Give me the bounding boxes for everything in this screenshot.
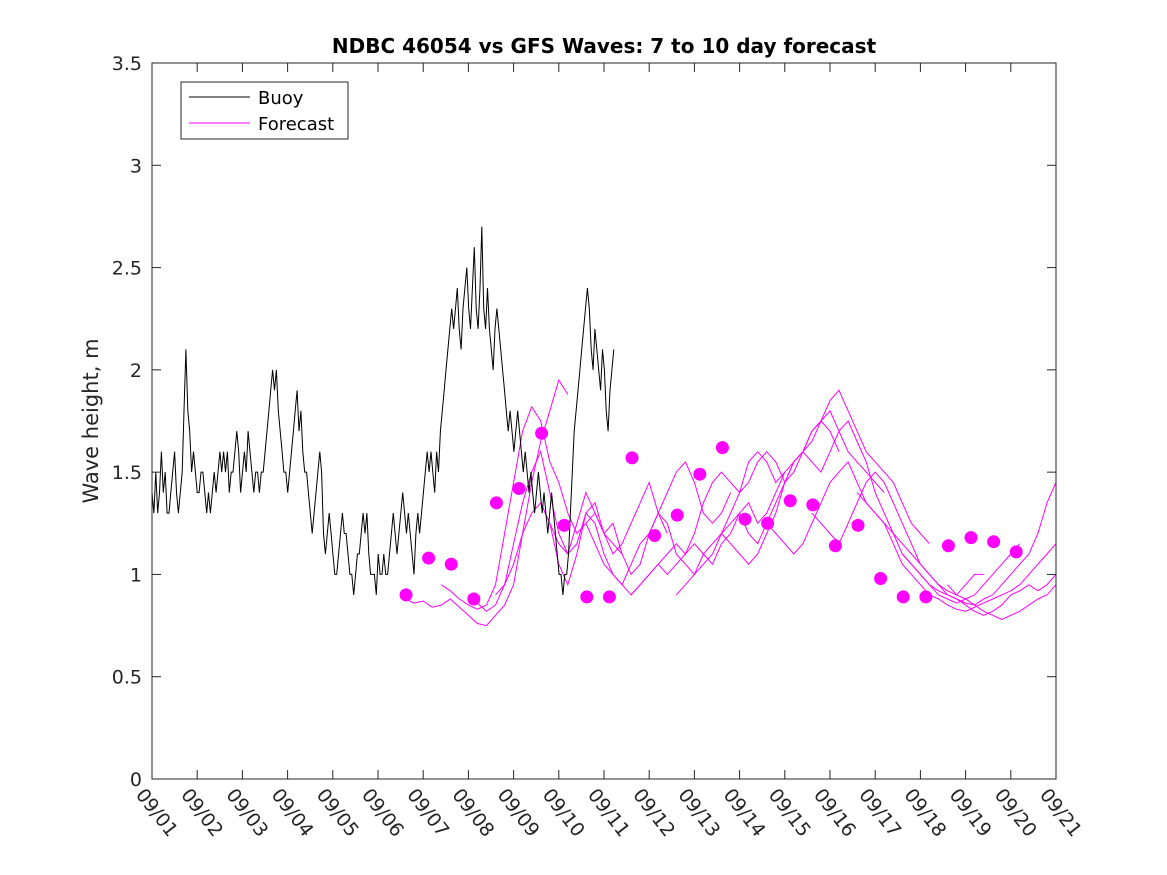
forecast-marker <box>987 535 1001 549</box>
legend-forecast-label: Forecast <box>258 114 334 135</box>
forecast-series <box>811 471 1057 606</box>
chart-title: NDBC 46054 vs GFS Waves: 7 to 10 day for… <box>332 34 877 58</box>
buoy-series <box>151 226 615 595</box>
buoy-line-group <box>151 226 615 595</box>
forecast-markers <box>399 426 1023 606</box>
forecast-marker <box>580 590 594 604</box>
forecast-marker <box>512 482 526 496</box>
forecast-marker <box>467 592 481 606</box>
legend: Buoy Forecast <box>180 81 349 140</box>
forecast-series <box>947 584 1057 620</box>
forecast-marker <box>670 508 684 522</box>
y-tick-label: 2.5 <box>112 258 142 280</box>
forecast-marker <box>874 572 888 586</box>
forecast-marker <box>1009 545 1023 559</box>
forecast-marker <box>738 512 752 526</box>
forecast-marker <box>896 590 910 604</box>
forecast-series <box>766 460 1021 604</box>
y-tick-label: 0.5 <box>112 667 142 689</box>
forecast-marker <box>761 516 775 530</box>
forecast-marker <box>489 496 503 510</box>
forecast-marker <box>602 590 616 604</box>
forecast-marker <box>693 467 707 481</box>
forecast-marker <box>919 590 933 604</box>
y-tick-label: 1 <box>130 564 142 586</box>
forecast-marker <box>783 494 797 508</box>
forecast-marker <box>941 539 955 553</box>
forecast-marker <box>715 441 729 455</box>
forecast-series <box>856 492 1057 612</box>
forecast-lines <box>404 378 1057 627</box>
forecast-marker <box>806 498 820 512</box>
forecast-series <box>404 378 569 627</box>
forecast-marker <box>964 531 978 545</box>
forecast-marker <box>625 451 639 465</box>
forecast-marker <box>828 539 842 553</box>
forecast-series <box>540 450 786 587</box>
forecast-marker <box>399 588 413 602</box>
y-tick-label: 2 <box>130 360 142 382</box>
forecast-marker <box>422 551 436 565</box>
forecast-marker <box>535 426 549 440</box>
forecast-marker <box>648 529 662 543</box>
forecast-series <box>630 409 885 596</box>
forecast-marker <box>851 518 865 532</box>
y-tick-label: 3.5 <box>112 53 142 75</box>
y-axis-label: Wave height, m <box>79 338 103 503</box>
forecast-marker <box>444 557 458 571</box>
plot-area <box>152 63 1056 779</box>
y-axis: 0 0.5 1 1.5 2 2.5 3 3.5 <box>112 53 1056 791</box>
y-tick-label: 0 <box>130 769 142 791</box>
forecast-series <box>901 553 1057 616</box>
forecast-marker <box>557 518 571 532</box>
y-tick-label: 1.5 <box>112 462 142 484</box>
y-tick-label: 3 <box>130 155 142 177</box>
legend-box <box>180 81 349 140</box>
forecast-series <box>585 420 840 596</box>
forecast-series <box>441 405 623 610</box>
legend-buoy-label: Buoy <box>258 88 304 109</box>
